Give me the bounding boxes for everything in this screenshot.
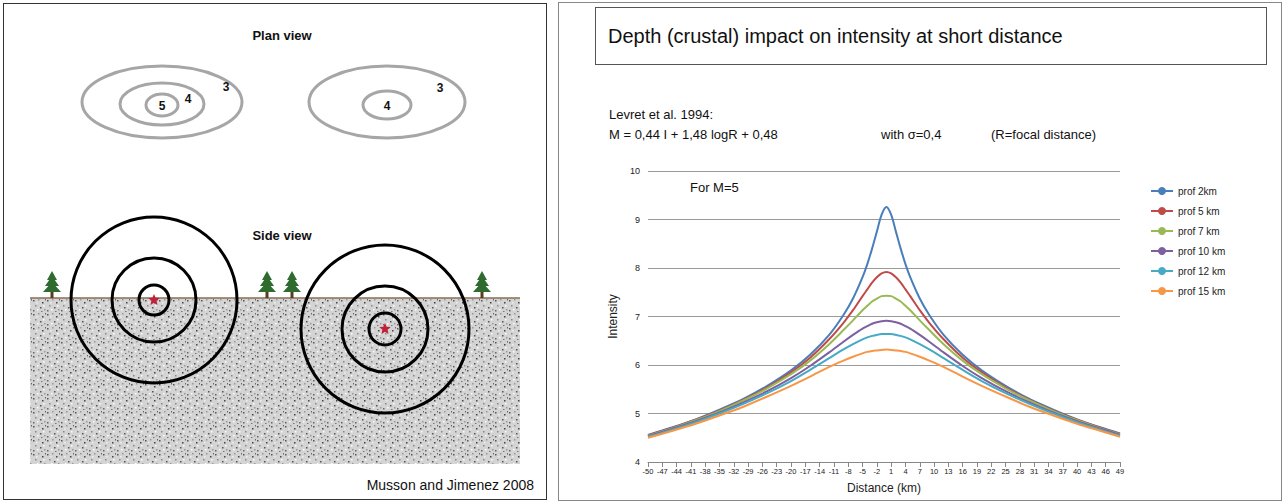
svg-text:16: 16 <box>958 467 966 476</box>
svg-text:9: 9 <box>635 215 640 225</box>
svg-text:8: 8 <box>635 263 640 273</box>
svg-text:49: 49 <box>1116 467 1124 476</box>
html-text:Depth (crustal) impact on inte: Depth (crustal) impact on intensity at s… <box>608 25 1063 47</box>
svg-text:-32: -32 <box>728 467 739 476</box>
svg-text:-41: -41 <box>685 467 696 476</box>
svg-text:22: 22 <box>987 467 995 476</box>
svg-text:prof 10 km: prof 10 km <box>1178 246 1225 257</box>
svg-text:-2: -2 <box>874 467 881 476</box>
svg-text:-5: -5 <box>859 467 866 476</box>
svg-text:4: 4 <box>635 457 640 467</box>
svg-text:-44: -44 <box>671 467 682 476</box>
svg-text:-23: -23 <box>771 467 782 476</box>
html-text:M = 0,44 I + 1,48 logR + 0,48: M = 0,44 I + 1,48 logR + 0,48 <box>609 127 778 142</box>
svg-text:37: 37 <box>1059 467 1067 476</box>
svg-text:-38: -38 <box>700 467 711 476</box>
svg-text:43: 43 <box>1087 467 1095 476</box>
svg-text:34: 34 <box>1044 467 1052 476</box>
svg-text:10: 10 <box>930 467 938 476</box>
svg-text:5: 5 <box>635 409 640 419</box>
svg-text:40: 40 <box>1073 467 1081 476</box>
svg-text:13: 13 <box>944 467 952 476</box>
svg-text:25: 25 <box>1001 467 1009 476</box>
svg-text:-26: -26 <box>757 467 768 476</box>
svg-text:Intensity: Intensity <box>606 294 620 339</box>
svg-text:prof 12 km: prof 12 km <box>1178 266 1225 277</box>
svg-text:28: 28 <box>1016 467 1024 476</box>
svg-text:prof 5 km: prof 5 km <box>1178 206 1220 217</box>
svg-text:Distance (km): Distance (km) <box>847 481 921 495</box>
svg-text:6: 6 <box>635 360 640 370</box>
svg-text:19: 19 <box>973 467 981 476</box>
svg-text:-29: -29 <box>743 467 754 476</box>
svg-text:-17: -17 <box>800 467 811 476</box>
svg-text:3: 3 <box>437 81 444 95</box>
svg-text:-35: -35 <box>714 467 725 476</box>
svg-text:5: 5 <box>159 99 166 113</box>
svg-text:31: 31 <box>1030 467 1038 476</box>
svg-text:-47: -47 <box>657 467 668 476</box>
svg-text:1: 1 <box>889 467 893 476</box>
svg-text:-50: -50 <box>643 467 654 476</box>
svg-text:Plan view: Plan view <box>252 28 312 43</box>
svg-text:4: 4 <box>903 467 907 476</box>
svg-text:For M=5: For M=5 <box>690 180 739 195</box>
svg-text:7: 7 <box>635 312 640 322</box>
svg-text:Side view: Side view <box>252 228 312 243</box>
svg-text:prof 15 km: prof 15 km <box>1178 286 1225 297</box>
svg-text:-11: -11 <box>829 467 839 476</box>
svg-text:Musson and Jimenez 2008: Musson and Jimenez 2008 <box>367 477 535 493</box>
svg-text:10: 10 <box>630 166 640 176</box>
svg-text:4: 4 <box>384 99 391 113</box>
html-text:with σ=0,4: with σ=0,4 <box>881 127 942 142</box>
html-text:(R=focal distance): (R=focal distance) <box>991 127 1097 142</box>
svg-text:4: 4 <box>185 92 192 106</box>
svg-text:-14: -14 <box>814 467 825 476</box>
svg-text:46: 46 <box>1102 467 1110 476</box>
svg-text:prof 2km: prof 2km <box>1178 186 1217 197</box>
svg-text:prof 7 km: prof 7 km <box>1178 226 1220 237</box>
svg-text:-8: -8 <box>845 467 852 476</box>
svg-text:3: 3 <box>223 80 230 94</box>
svg-text:7: 7 <box>918 467 922 476</box>
html-text:Levret et al. 1994:: Levret et al. 1994: <box>609 107 714 122</box>
svg-text:-20: -20 <box>786 467 797 476</box>
